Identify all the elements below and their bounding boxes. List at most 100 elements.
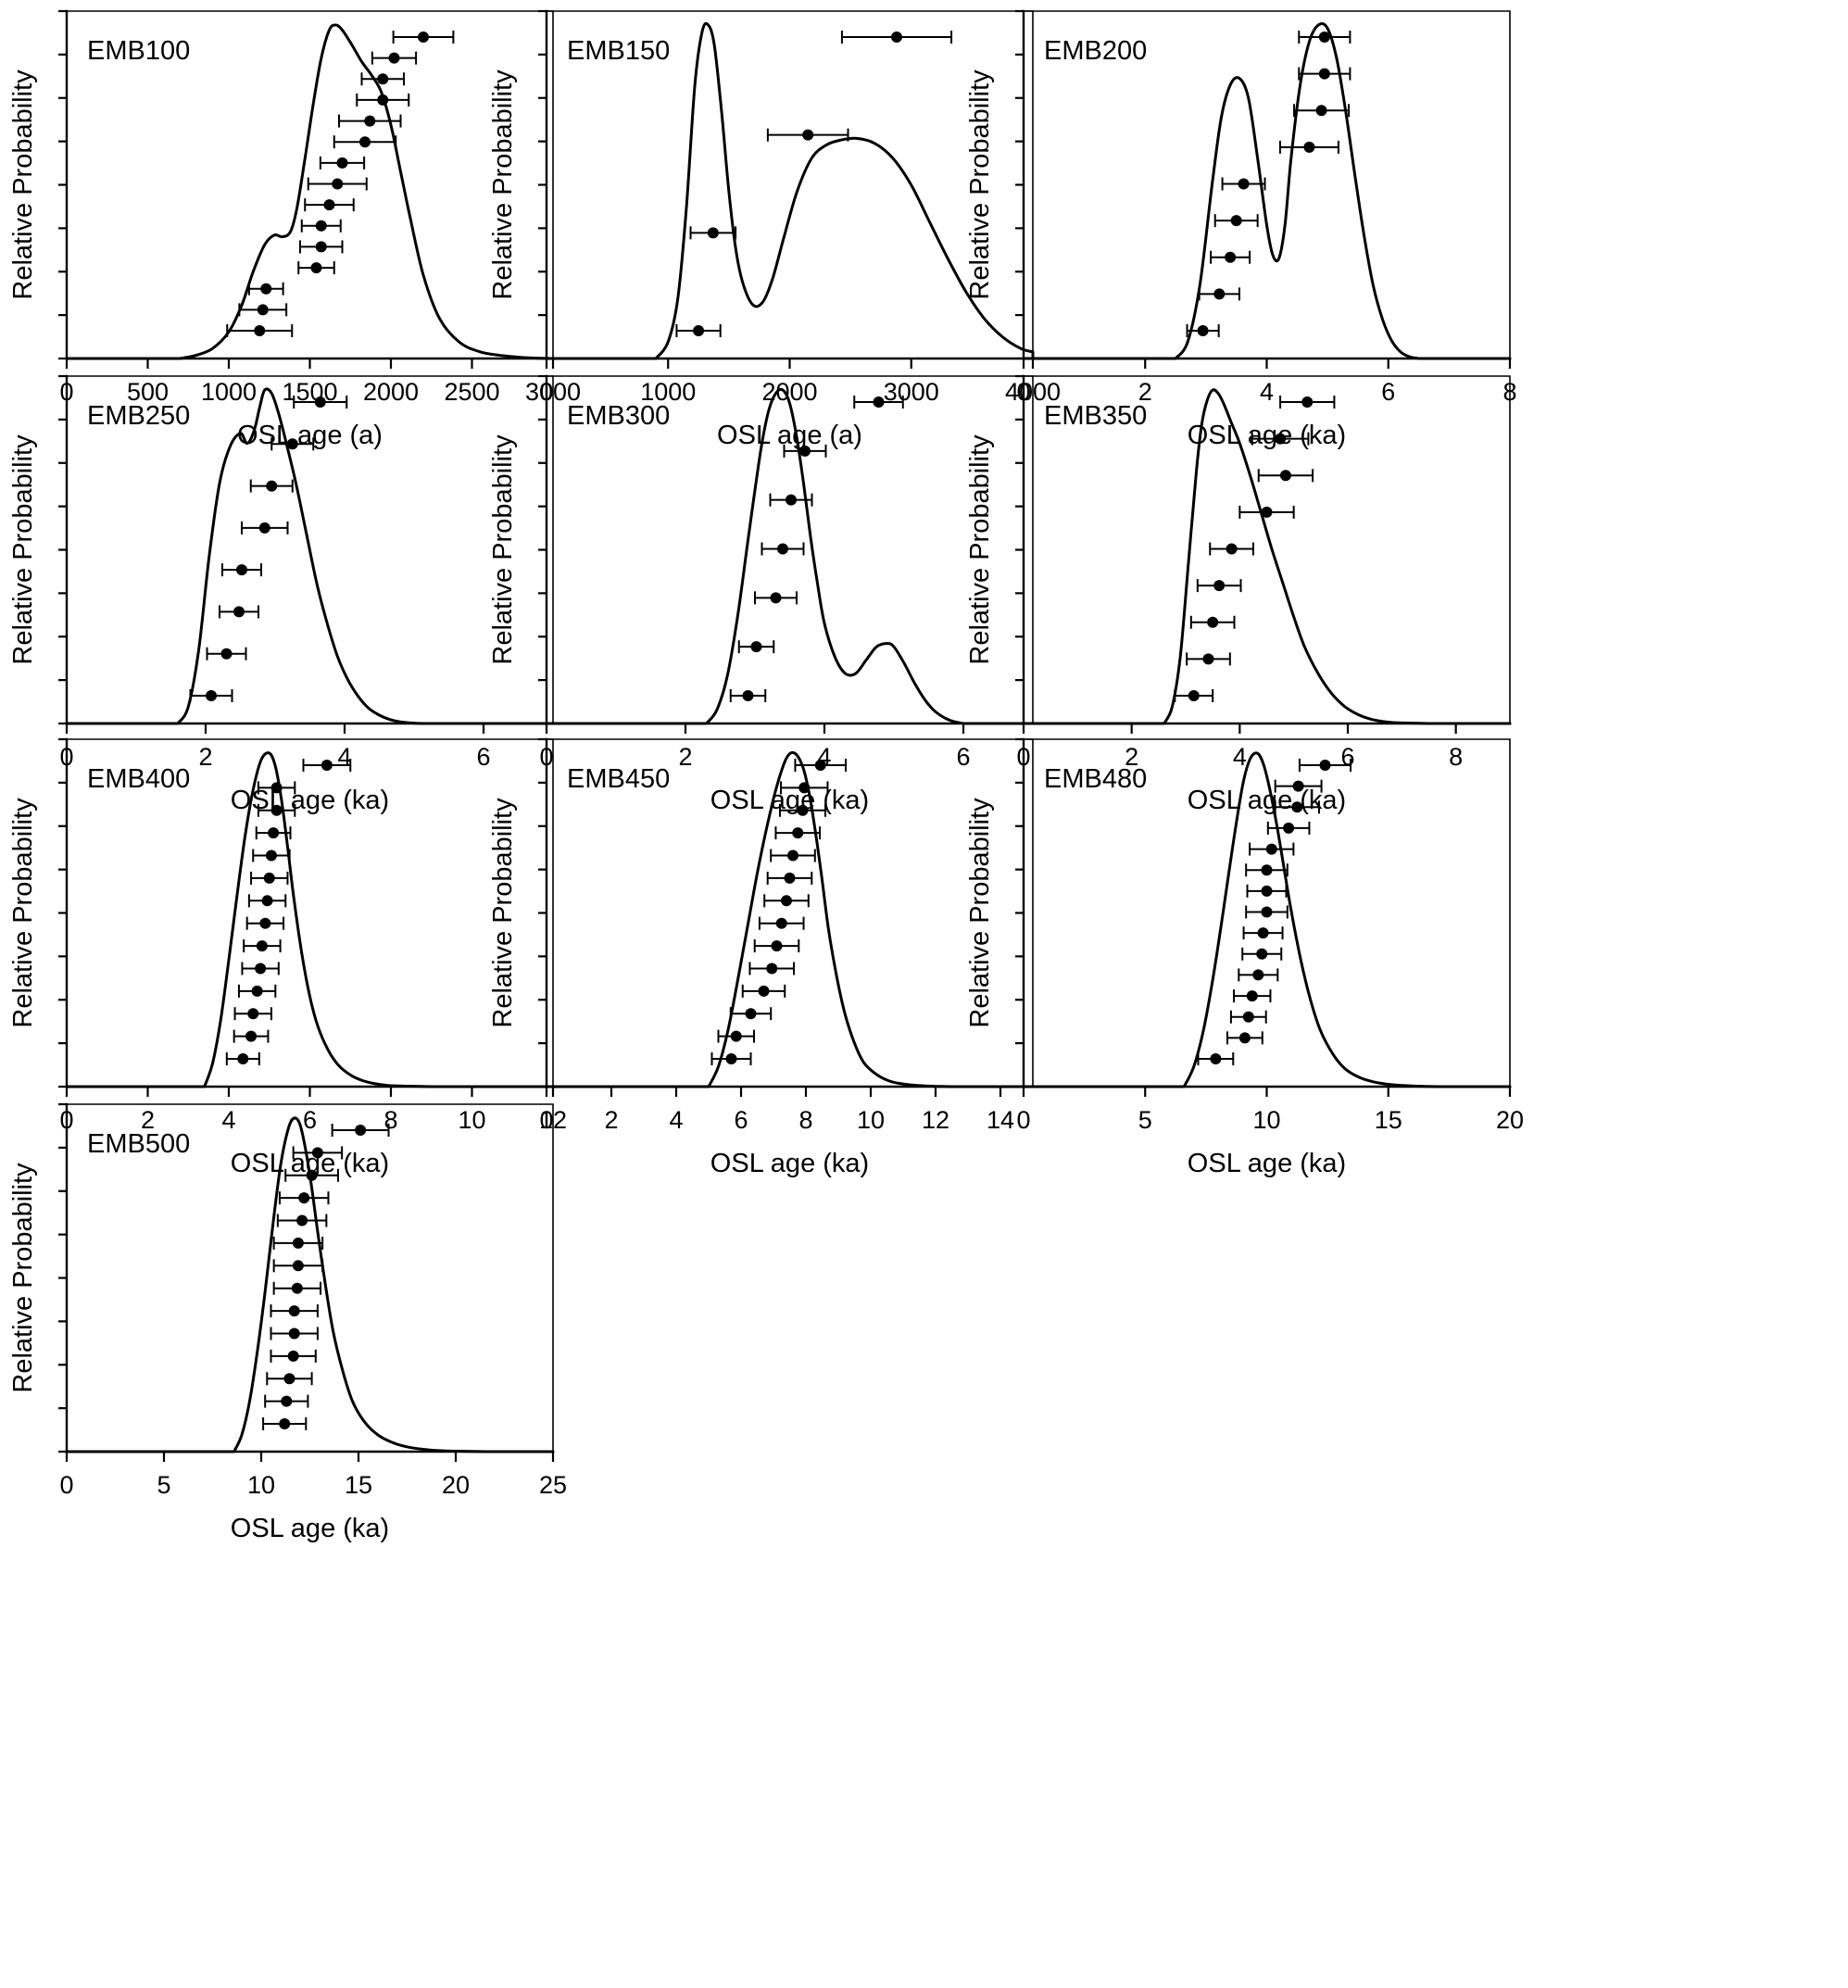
age-datum (189, 689, 233, 702)
data-point (781, 895, 792, 907)
x-tick-label: 500 (127, 378, 169, 406)
x-tick-marks: 0 5 10 15 20 (1016, 1087, 1524, 1134)
x-tick-label: 2 (1138, 378, 1152, 406)
age-datum (278, 1191, 330, 1205)
data-point (291, 1282, 303, 1294)
data-point (1319, 760, 1331, 771)
data-point (283, 1373, 295, 1385)
data-point (364, 115, 376, 127)
y-axis-title: Relative Probability (491, 434, 518, 665)
x-axis-title: OSL age (a) (717, 421, 862, 450)
y-tick-marks (1015, 9, 1024, 360)
data-point (261, 895, 273, 907)
data-point (1230, 215, 1242, 227)
age-datum (1198, 287, 1240, 301)
x-axis-title: OSL age (a) (237, 421, 383, 450)
age-datum (241, 521, 289, 535)
x-axis-title: OSL age (ka) (231, 786, 389, 815)
age-datum (729, 1007, 773, 1021)
data-point (1252, 969, 1264, 981)
age-datum (741, 984, 786, 998)
data-point (1197, 325, 1209, 336)
probability-density-curve (545, 21, 1035, 360)
age-datum (1186, 652, 1231, 666)
data-point (1261, 906, 1273, 918)
age-datum (338, 114, 402, 128)
data-point (1207, 616, 1219, 628)
x-tick-label: 4 (337, 743, 351, 771)
age-datum (1245, 905, 1289, 919)
panel-emb480: 0 5 10 15 20 OSL age (ka) Relative Probability… (968, 730, 1561, 1193)
age-datum (1221, 177, 1266, 191)
data-point (310, 262, 322, 274)
panel-emb450: 0 2 4 6 8 10 12 14 OSL age (ka) Relative Probabil… (491, 730, 1084, 1193)
data-point (1261, 885, 1273, 897)
x-tick-label: 4 (1233, 743, 1247, 771)
age-datum (304, 198, 355, 212)
data-point (268, 827, 280, 839)
x-tick-label: 6 (956, 743, 970, 771)
data-point (1275, 433, 1287, 445)
age-datum (769, 493, 813, 507)
x-tick-label: 6 (734, 1106, 748, 1134)
data-point (775, 917, 787, 929)
x-tick-label: 4 (221, 1106, 235, 1134)
y-tick-marks (538, 374, 547, 725)
plot-emb480: 0 5 10 15 20 OSL age (ka) Relative Probability… (968, 737, 1524, 1178)
data-point (256, 940, 268, 952)
data-point (315, 241, 327, 253)
x-tick-label: 4 (669, 1106, 683, 1134)
age-datum (763, 894, 810, 908)
panel-label: EMB400 (87, 764, 190, 794)
age-datum (1298, 31, 1351, 44)
age-datum (783, 444, 827, 458)
y-tick-marks (1015, 737, 1024, 1088)
data-point (257, 304, 269, 316)
age-estimates (225, 759, 352, 1065)
data-point (1238, 178, 1250, 190)
data-point (792, 827, 804, 839)
age-estimates (262, 1124, 390, 1430)
data-point (418, 31, 429, 43)
x-tick-marks: 0 1000 2000 3000 4000 (539, 359, 1061, 406)
data-point (254, 325, 266, 336)
panel-emb300: 0 2 4 6 OSL age (ka) Relative Probability EMB3… (491, 367, 1084, 830)
age-datum (297, 261, 335, 275)
age-datum (1245, 863, 1289, 877)
age-datum (237, 984, 277, 998)
age-datum (1246, 884, 1288, 898)
age-datum (1293, 104, 1351, 118)
panel-emb400: 0 2 4 6 8 10 12 OSL age (ka) Relative Probabilit… (11, 730, 604, 1193)
x-tick-label: 10 (857, 1106, 885, 1134)
panel-label: EMB200 (1044, 36, 1147, 66)
age-datum (710, 1052, 752, 1065)
age-datum (1196, 579, 1242, 593)
age-datum (675, 324, 722, 337)
data-point (1283, 822, 1295, 834)
y-tick-marks (58, 1102, 67, 1453)
data-point (311, 1147, 323, 1159)
panel-label: EMB100 (87, 36, 190, 66)
data-point (1303, 141, 1315, 153)
x-axis-title: OSL age (ka) (231, 1514, 389, 1543)
data-point (258, 522, 270, 534)
panel-emb350: 0 2 4 6 8 OSL age (ka) Relative Probability EMB… (968, 367, 1561, 830)
age-estimates (675, 31, 953, 337)
panel-label: EMB250 (87, 401, 190, 431)
x-tick-label: 2500 (444, 378, 499, 406)
data-point (332, 178, 344, 190)
x-tick-marks: 0 2 4 6 8 10 12 14 (539, 1087, 1014, 1134)
x-tick-label: 6 (303, 1106, 317, 1134)
data-point (359, 136, 371, 148)
age-estimates (1197, 759, 1352, 1065)
plot-emb150: 0 1000 2000 3000 4000 OSL age (a) Relative Pro… (491, 9, 1061, 450)
age-estimates (226, 31, 455, 337)
age-datum (270, 1327, 319, 1340)
data-point (1188, 690, 1200, 701)
data-point (1265, 843, 1277, 855)
probability-density-curve (65, 387, 555, 725)
data-point (873, 396, 885, 408)
age-datum (754, 591, 798, 605)
age-datum (1274, 800, 1320, 814)
